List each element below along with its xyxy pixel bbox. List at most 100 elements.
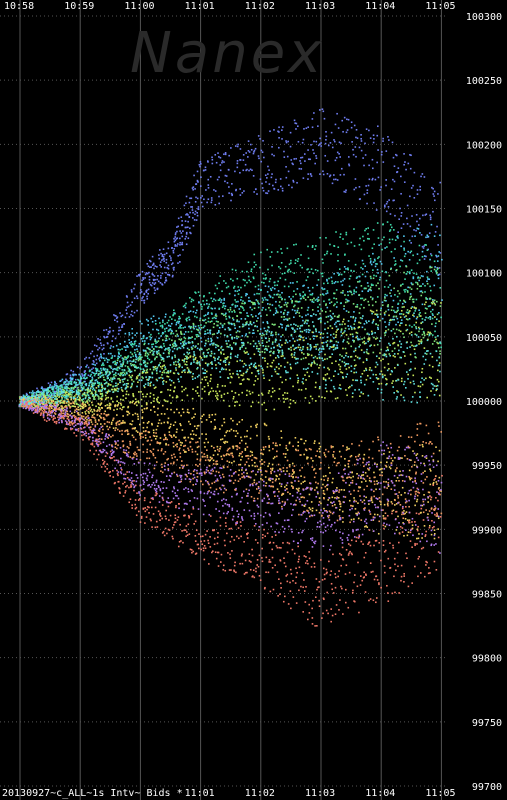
data-point: [196, 472, 198, 475]
data-point: [112, 400, 114, 403]
data-point: [133, 351, 136, 354]
data-point: [144, 363, 147, 366]
data-point: [128, 332, 131, 334]
data-point: [107, 437, 110, 439]
data-point: [176, 408, 178, 411]
data-point: [211, 156, 213, 159]
data-point: [189, 356, 192, 358]
data-point: [125, 397, 127, 400]
data-point: [326, 160, 329, 162]
data-point: [367, 338, 369, 340]
data-point: [248, 390, 251, 393]
data-point: [76, 412, 79, 414]
data-point: [416, 500, 418, 503]
data-point: [386, 457, 389, 460]
data-point: [325, 390, 328, 393]
data-point: [267, 435, 270, 438]
data-point: [295, 243, 297, 246]
data-point: [280, 365, 282, 367]
data-point: [310, 354, 313, 357]
data-point: [219, 428, 221, 430]
data-point: [166, 335, 169, 337]
data-point: [166, 438, 169, 441]
data-point: [238, 421, 241, 423]
data-point: [68, 401, 70, 403]
data-point: [382, 515, 385, 517]
data-point: [318, 351, 321, 353]
data-point: [122, 359, 124, 361]
data-point: [158, 317, 160, 320]
data-point: [202, 300, 204, 302]
data-point: [430, 270, 433, 272]
data-point: [284, 392, 286, 394]
data-point: [241, 360, 244, 362]
data-point: [364, 275, 367, 278]
data-point: [170, 436, 173, 438]
data-point: [358, 198, 361, 201]
data-point: [425, 255, 427, 258]
data-point: [98, 396, 100, 398]
data-point: [230, 352, 232, 355]
data-point: [32, 399, 35, 401]
data-point: [223, 441, 225, 444]
data-point: [42, 407, 44, 410]
data-point: [149, 283, 152, 286]
data-point: [151, 343, 153, 346]
data-point: [125, 295, 128, 297]
data-point: [267, 465, 269, 468]
data-point: [379, 313, 382, 316]
data-point: [245, 442, 247, 445]
data-point: [228, 430, 231, 432]
data-point: [124, 430, 126, 433]
data-point: [52, 400, 55, 403]
data-point: [405, 288, 407, 291]
data-point: [106, 375, 109, 377]
data-point: [327, 367, 329, 369]
data-point: [425, 213, 428, 216]
data-point: [265, 424, 268, 427]
data-point: [108, 406, 110, 409]
data-point: [156, 442, 159, 444]
data-point: [184, 337, 187, 340]
data-point: [221, 424, 223, 427]
data-point: [281, 323, 283, 326]
data-point: [319, 333, 322, 335]
data-point: [192, 470, 195, 473]
data-point: [360, 477, 362, 479]
data-point: [416, 453, 419, 455]
data-point: [384, 297, 386, 299]
data-point: [36, 403, 39, 406]
data-point: [200, 176, 202, 178]
data-point: [29, 396, 32, 398]
data-point: [136, 275, 138, 277]
data-point: [404, 517, 407, 520]
data-point: [189, 423, 192, 425]
data-point: [277, 290, 280, 292]
data-point: [205, 299, 208, 302]
data-point: [73, 380, 76, 383]
data-point: [351, 396, 354, 398]
data-point: [279, 277, 282, 279]
data-point: [236, 319, 239, 321]
data-point: [313, 442, 316, 445]
data-point: [149, 382, 151, 385]
data-point: [298, 487, 300, 490]
data-point: [355, 186, 357, 189]
data-point: [74, 397, 77, 400]
data-point: [350, 356, 352, 358]
data-point: [251, 332, 254, 335]
data-point: [371, 297, 374, 300]
data-point: [213, 418, 216, 421]
data-point: [220, 396, 223, 398]
data-point: [177, 373, 180, 375]
data-point: [166, 321, 169, 324]
data-point: [208, 303, 211, 306]
data-point: [50, 381, 53, 384]
data-point: [318, 303, 321, 306]
data-point: [274, 181, 277, 184]
data-point: [159, 365, 162, 368]
data-point: [435, 322, 437, 325]
data-point: [147, 353, 150, 356]
data-point: [278, 126, 280, 129]
data-point: [94, 373, 96, 375]
